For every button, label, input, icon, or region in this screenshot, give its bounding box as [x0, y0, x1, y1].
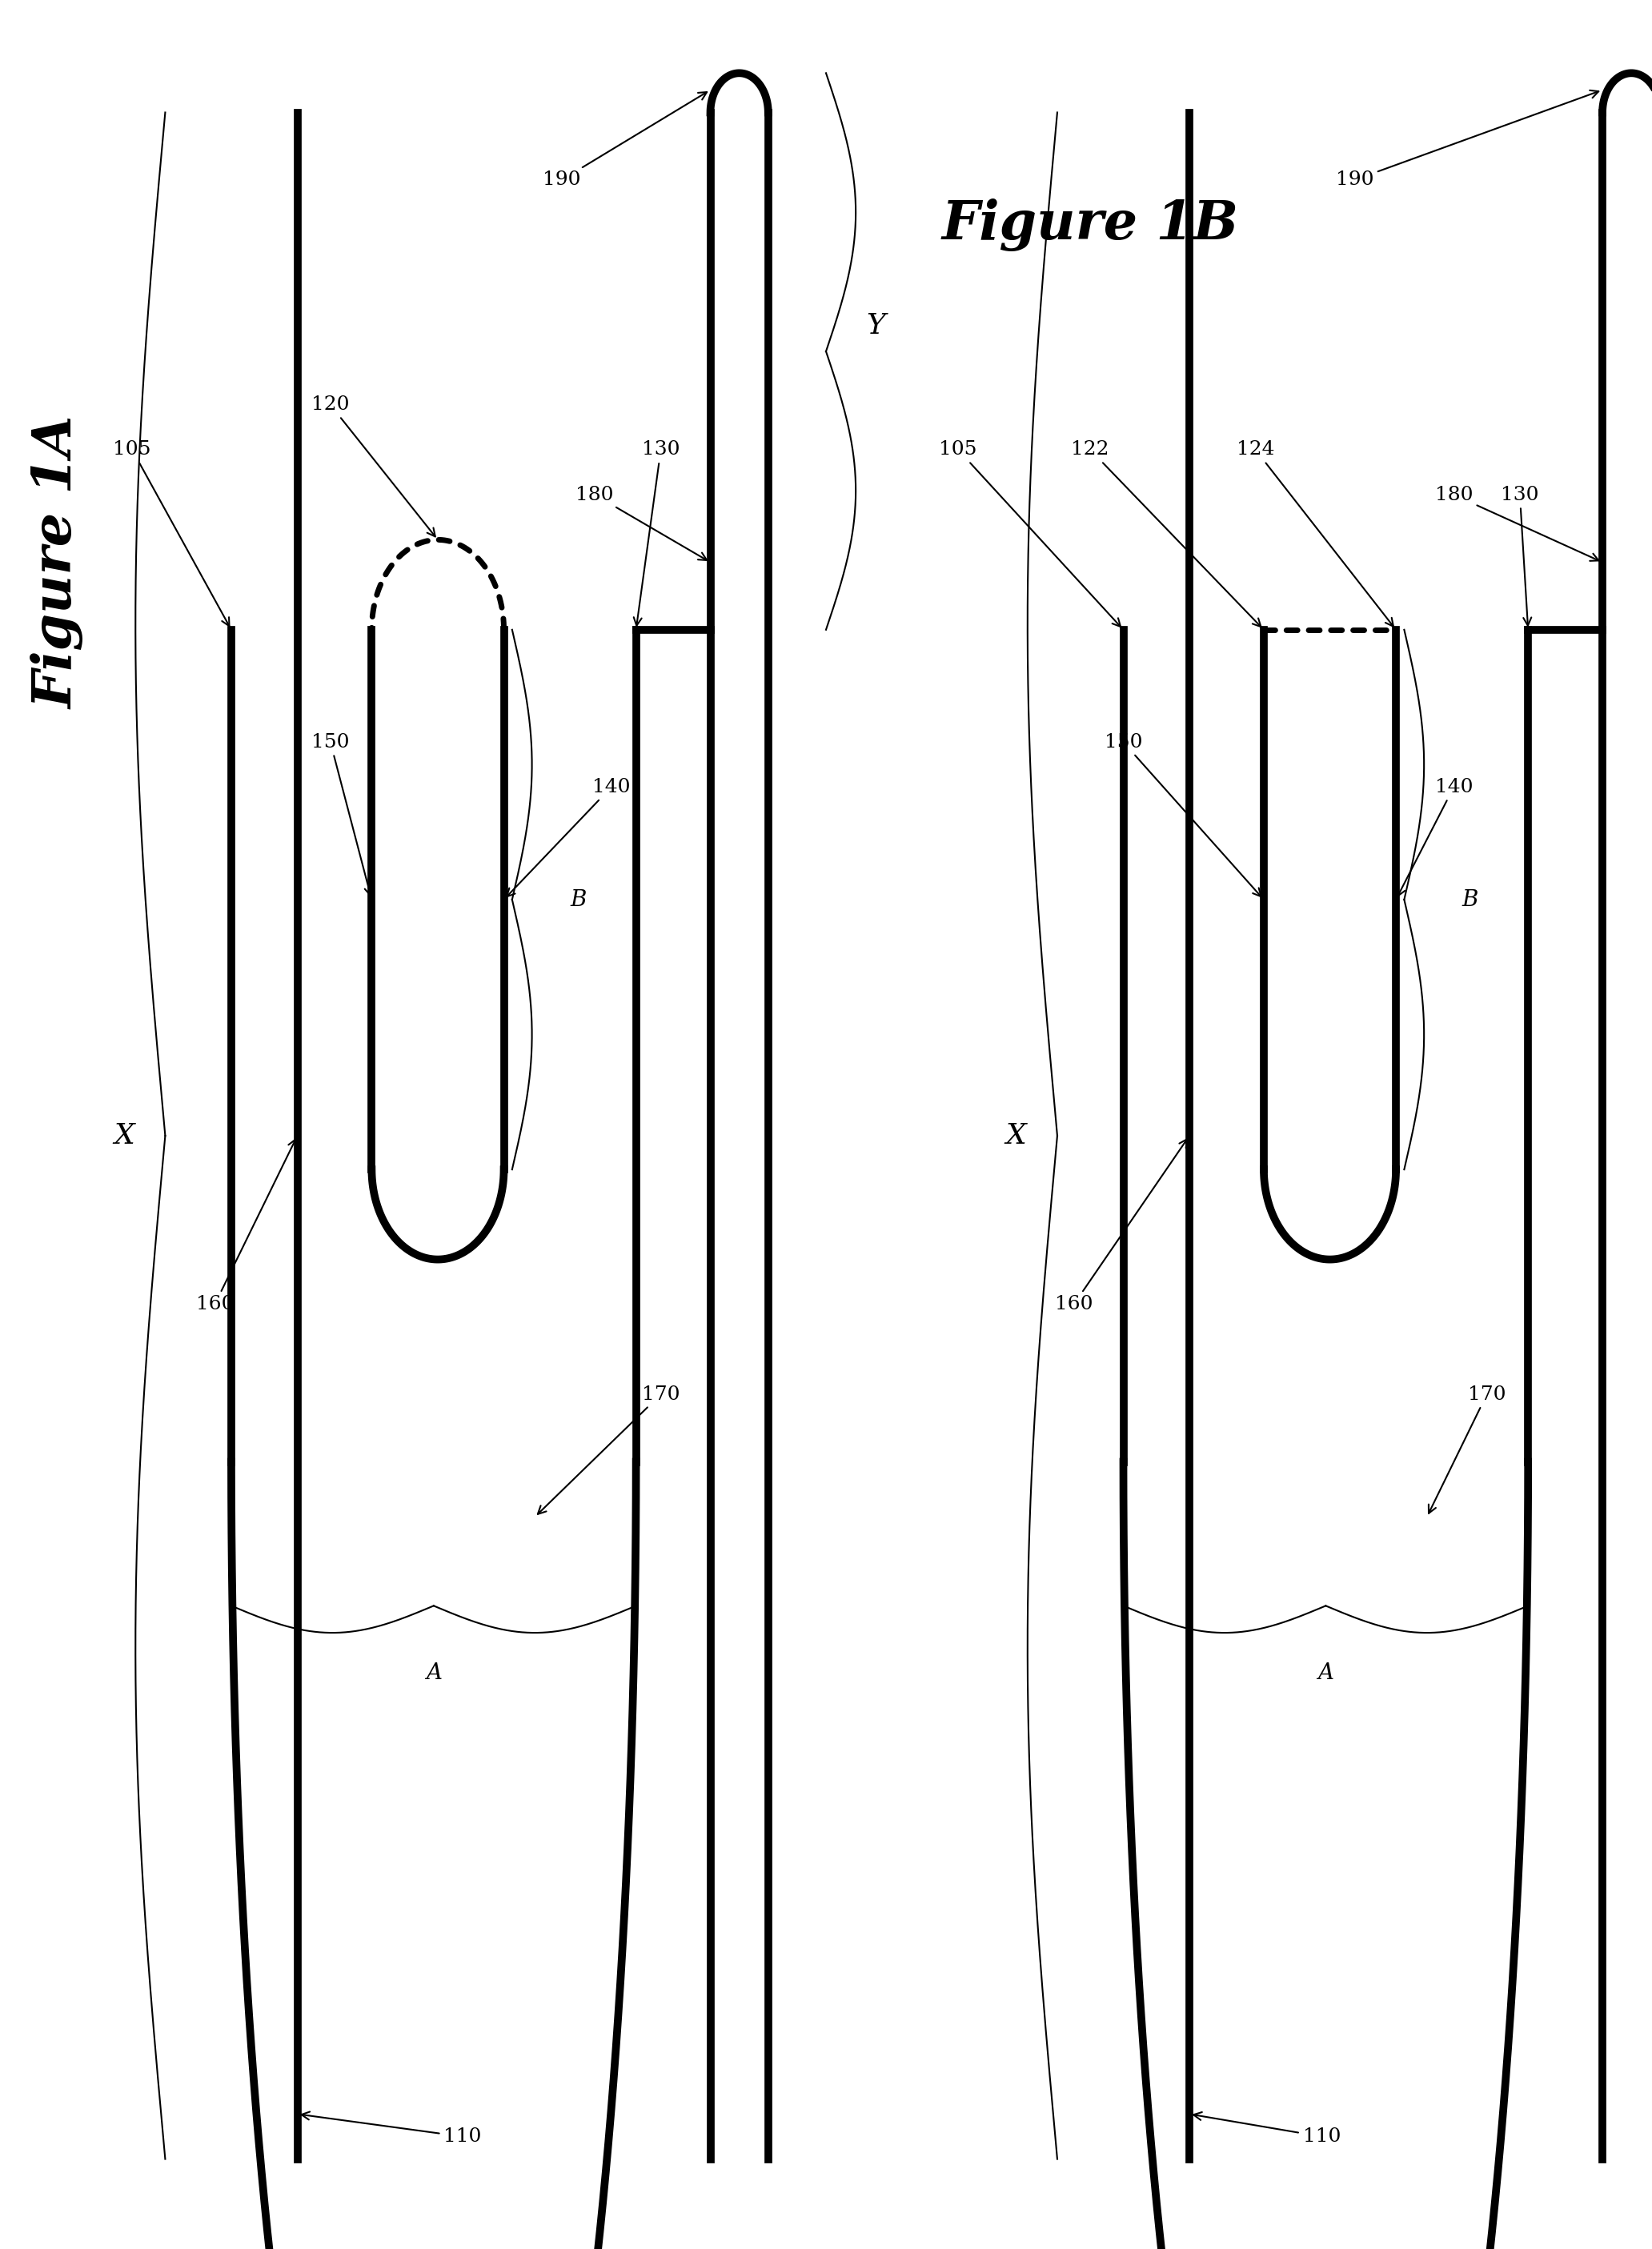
Text: 124: 124 — [1236, 441, 1393, 627]
Text: 190: 190 — [1335, 90, 1599, 189]
Text: 180: 180 — [1434, 486, 1599, 560]
Text: X: X — [114, 1122, 134, 1149]
Text: 130: 130 — [634, 441, 681, 625]
Text: Figure 1A: Figure 1A — [31, 416, 84, 708]
Text: 180: 180 — [575, 486, 707, 560]
Text: 120: 120 — [311, 396, 434, 538]
Text: 110: 110 — [301, 2112, 481, 2146]
Text: Figure 1B: Figure 1B — [942, 198, 1239, 252]
Text: 110: 110 — [1193, 2112, 1340, 2146]
Text: A: A — [426, 1662, 441, 1685]
Text: Y: Y — [866, 313, 885, 340]
Text: 150: 150 — [1104, 733, 1260, 897]
Text: 140: 140 — [1398, 778, 1474, 895]
Text: 105: 105 — [112, 441, 230, 625]
Text: 170: 170 — [539, 1385, 681, 1514]
Text: 105: 105 — [938, 441, 1120, 627]
Text: 160: 160 — [195, 1140, 296, 1313]
Text: 122: 122 — [1070, 441, 1260, 627]
Text: 170: 170 — [1429, 1385, 1507, 1514]
Text: B: B — [1462, 888, 1479, 911]
Text: X: X — [1006, 1122, 1026, 1149]
Text: 190: 190 — [542, 92, 707, 189]
Text: 150: 150 — [311, 733, 372, 895]
Text: B: B — [570, 888, 586, 911]
Text: 140: 140 — [507, 778, 631, 897]
Text: 130: 130 — [1500, 486, 1540, 625]
Text: A: A — [1318, 1662, 1333, 1685]
Text: 160: 160 — [1054, 1138, 1188, 1313]
